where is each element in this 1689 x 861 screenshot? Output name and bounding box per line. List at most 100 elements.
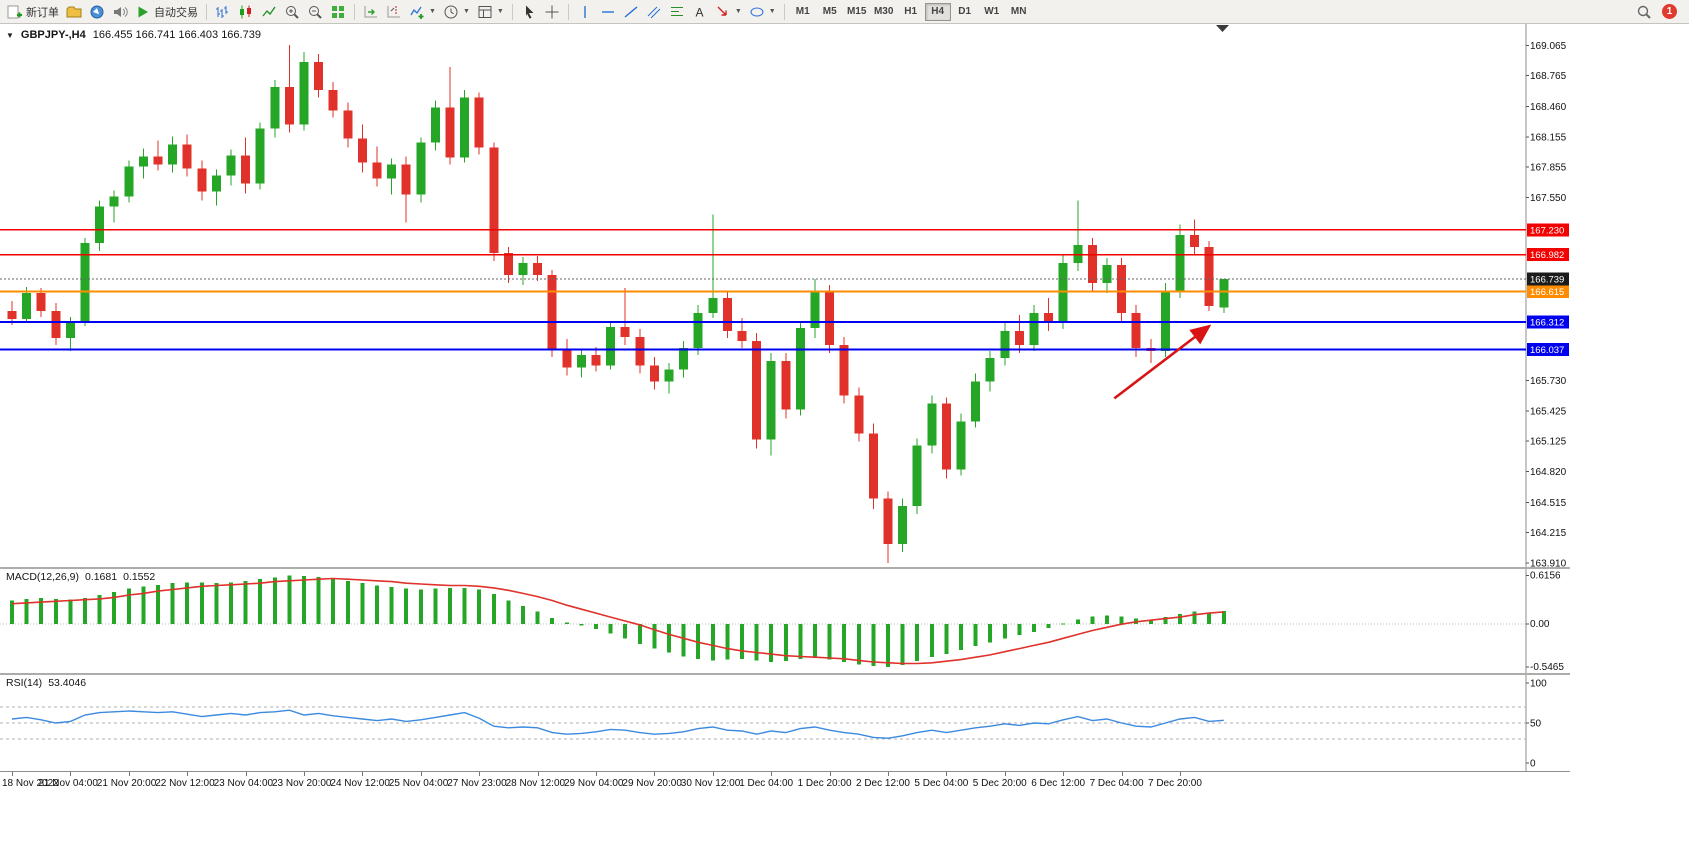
price-tag — [1527, 315, 1569, 329]
notification-badge[interactable]: 1 — [1662, 4, 1677, 19]
price-tag — [1527, 223, 1569, 237]
indicators-button[interactable]: ▼ — [406, 2, 439, 22]
periods-button[interactable]: ▼ — [440, 2, 473, 22]
zoom-out-button[interactable] — [304, 2, 326, 22]
pane-splitter[interactable] — [0, 567, 1570, 569]
time-tick — [1121, 772, 1123, 776]
rsi-line — [11, 709, 1224, 739]
main-chart-pane: 169.065 168.765 168.460 168.155 167.855 167.5… — [0, 24, 1570, 567]
navigator-button[interactable] — [86, 2, 108, 22]
templates-button[interactable]: ▼ — [474, 2, 507, 22]
tile-windows-button[interactable] — [327, 2, 349, 22]
rsi-value: 53.4046 — [48, 677, 87, 689]
bars-chart-button[interactable] — [212, 2, 234, 22]
profiles-button[interactable] — [63, 2, 85, 22]
timeframe-button-h1[interactable]: H1 — [904, 5, 918, 17]
time-axis-label: 1 Dec 20:00 — [797, 778, 852, 789]
macd-title: MACD(12,26,9) 0.1681 0.1552 — [6, 571, 155, 583]
macd-tick-label: 0.00 — [1530, 619, 1550, 630]
chart-shift-button[interactable] — [383, 2, 405, 22]
horizontal-line-button[interactable] — [597, 2, 619, 22]
price-axis[interactable]: 169.065 168.765 168.460 168.155 167.855 167.5… — [1525, 24, 1567, 567]
price-tick-label: 165.425 — [1530, 406, 1567, 417]
chevron-down-icon: ▼ — [768, 8, 776, 15]
price-tick-label: 167.855 — [1530, 163, 1567, 174]
price-tick-label: 168.155 — [1530, 132, 1567, 143]
fibonacci-button[interactable] — [666, 2, 688, 22]
zoom-in-button[interactable] — [281, 2, 303, 22]
channel-button[interactable] — [643, 2, 665, 22]
time-axis[interactable]: 18 Nov 2022 21 Nov 04:00 21 Nov 20:00 22 No… — [0, 771, 1570, 795]
time-axis-label: 28 Nov 12:00 — [505, 778, 566, 789]
price-tick-label: 164.515 — [1530, 498, 1567, 509]
timeframe-button-m15[interactable]: M15 — [846, 5, 867, 17]
rsi-canvas[interactable]: 100 50 0 — [0, 675, 1570, 771]
macd-value: 0.1681 — [84, 571, 118, 583]
timeframe-button-mn[interactable]: MN — [1010, 5, 1027, 17]
rsi-pane: 100 50 0 RSI(14) 53.4046 — [0, 675, 1570, 771]
chart-shift-icon — [386, 4, 402, 20]
toolbar-separator — [354, 3, 355, 20]
time-tick — [829, 772, 831, 776]
candlestick-chart-button[interactable] — [235, 2, 257, 22]
new-order-button[interactable]: 新订单 — [4, 2, 62, 22]
collapse-triangle-icon[interactable]: ▼ — [6, 30, 14, 40]
search-icon[interactable] — [1636, 4, 1652, 20]
chevron-down-icon: ▼ — [429, 8, 436, 15]
timeframe-button-m5[interactable]: M5 — [822, 5, 837, 17]
timeframe-button-m1[interactable]: M1 — [795, 5, 810, 17]
cursor-button[interactable] — [518, 2, 540, 22]
macd-label: MACD(12,26,9) — [6, 571, 79, 583]
fibonacci-icon — [669, 4, 685, 20]
time-axis-label: 21 Nov 04:00 — [38, 778, 98, 789]
time-axis-label: 5 Dec 20:00 — [972, 778, 1027, 789]
price-tick-label: 167.550 — [1530, 193, 1567, 204]
arrow-annotation[interactable] — [1113, 324, 1212, 400]
timeframe-button-h4[interactable]: H4 — [924, 2, 951, 21]
price-tag — [1527, 342, 1569, 356]
auto-trading-button[interactable]: 自动交易 — [132, 2, 201, 22]
time-axis-label: 29 Nov 20:00 — [622, 778, 682, 789]
price-tag-label: 166.312 — [1530, 317, 1564, 328]
horizontal-line-icon — [600, 4, 616, 20]
time-axis-label: 6 Dec 12:00 — [1031, 778, 1086, 789]
template-icon — [477, 4, 493, 20]
timeframe-button-m30[interactable]: M30 — [873, 5, 894, 17]
vertical-line-button[interactable] — [574, 2, 596, 22]
text-button[interactable]: A — [689, 2, 711, 22]
toolbar: 新订单 自动交易 ▼ ▼ — [0, 0, 1689, 24]
alerts-button[interactable] — [109, 2, 131, 22]
vertical-line-icon — [577, 4, 593, 20]
chart-title: ▼ GBPJPY-,H4 166.455 166.741 166.403 166… — [6, 29, 261, 41]
price-tick-label: 165.125 — [1530, 437, 1567, 448]
rsi-tick-label: 0 — [1530, 759, 1536, 770]
time-axis-label: 22 Nov 12:00 — [155, 778, 215, 789]
time-axis-label: 1 Dec 04:00 — [739, 778, 794, 789]
crosshair-button[interactable] — [541, 2, 563, 22]
time-tick — [654, 772, 656, 776]
chart-shift-marker-icon[interactable] — [1216, 25, 1229, 32]
time-tick — [128, 772, 130, 776]
pane-splitter[interactable] — [0, 673, 1570, 675]
auto-scroll-button[interactable] — [360, 2, 382, 22]
tile-windows-icon — [330, 4, 346, 20]
timeframe-button-w1[interactable]: W1 — [984, 5, 1000, 17]
main-chart-canvas[interactable]: 169.065 168.765 168.460 168.155 167.855 167.5… — [0, 24, 1570, 567]
time-tick — [1063, 772, 1065, 776]
candles-layer — [7, 45, 1229, 563]
price-tick-label: 164.215 — [1530, 528, 1567, 539]
arrow-tool-icon — [715, 4, 731, 20]
macd-tick-label: 0.6156 — [1530, 571, 1561, 582]
line-chart-button[interactable] — [258, 2, 280, 22]
macd-tick-label: -0.5465 — [1530, 662, 1564, 673]
timeframe-button-d1[interactable]: D1 — [958, 5, 972, 17]
arrows-button[interactable]: ▼ — [712, 2, 745, 22]
shapes-button[interactable]: ▼ — [746, 2, 779, 22]
macd-signal-value: 0.1552 — [123, 571, 156, 583]
auto-trading-label: 自动交易 — [154, 6, 198, 19]
time-axis-label: 24 Nov 12:00 — [330, 778, 390, 789]
time-tick — [537, 772, 539, 776]
time-tick — [946, 772, 948, 776]
trendline-button[interactable] — [620, 2, 642, 22]
macd-canvas[interactable]: 0.6156 0.00 -0.5465 — [0, 569, 1570, 673]
